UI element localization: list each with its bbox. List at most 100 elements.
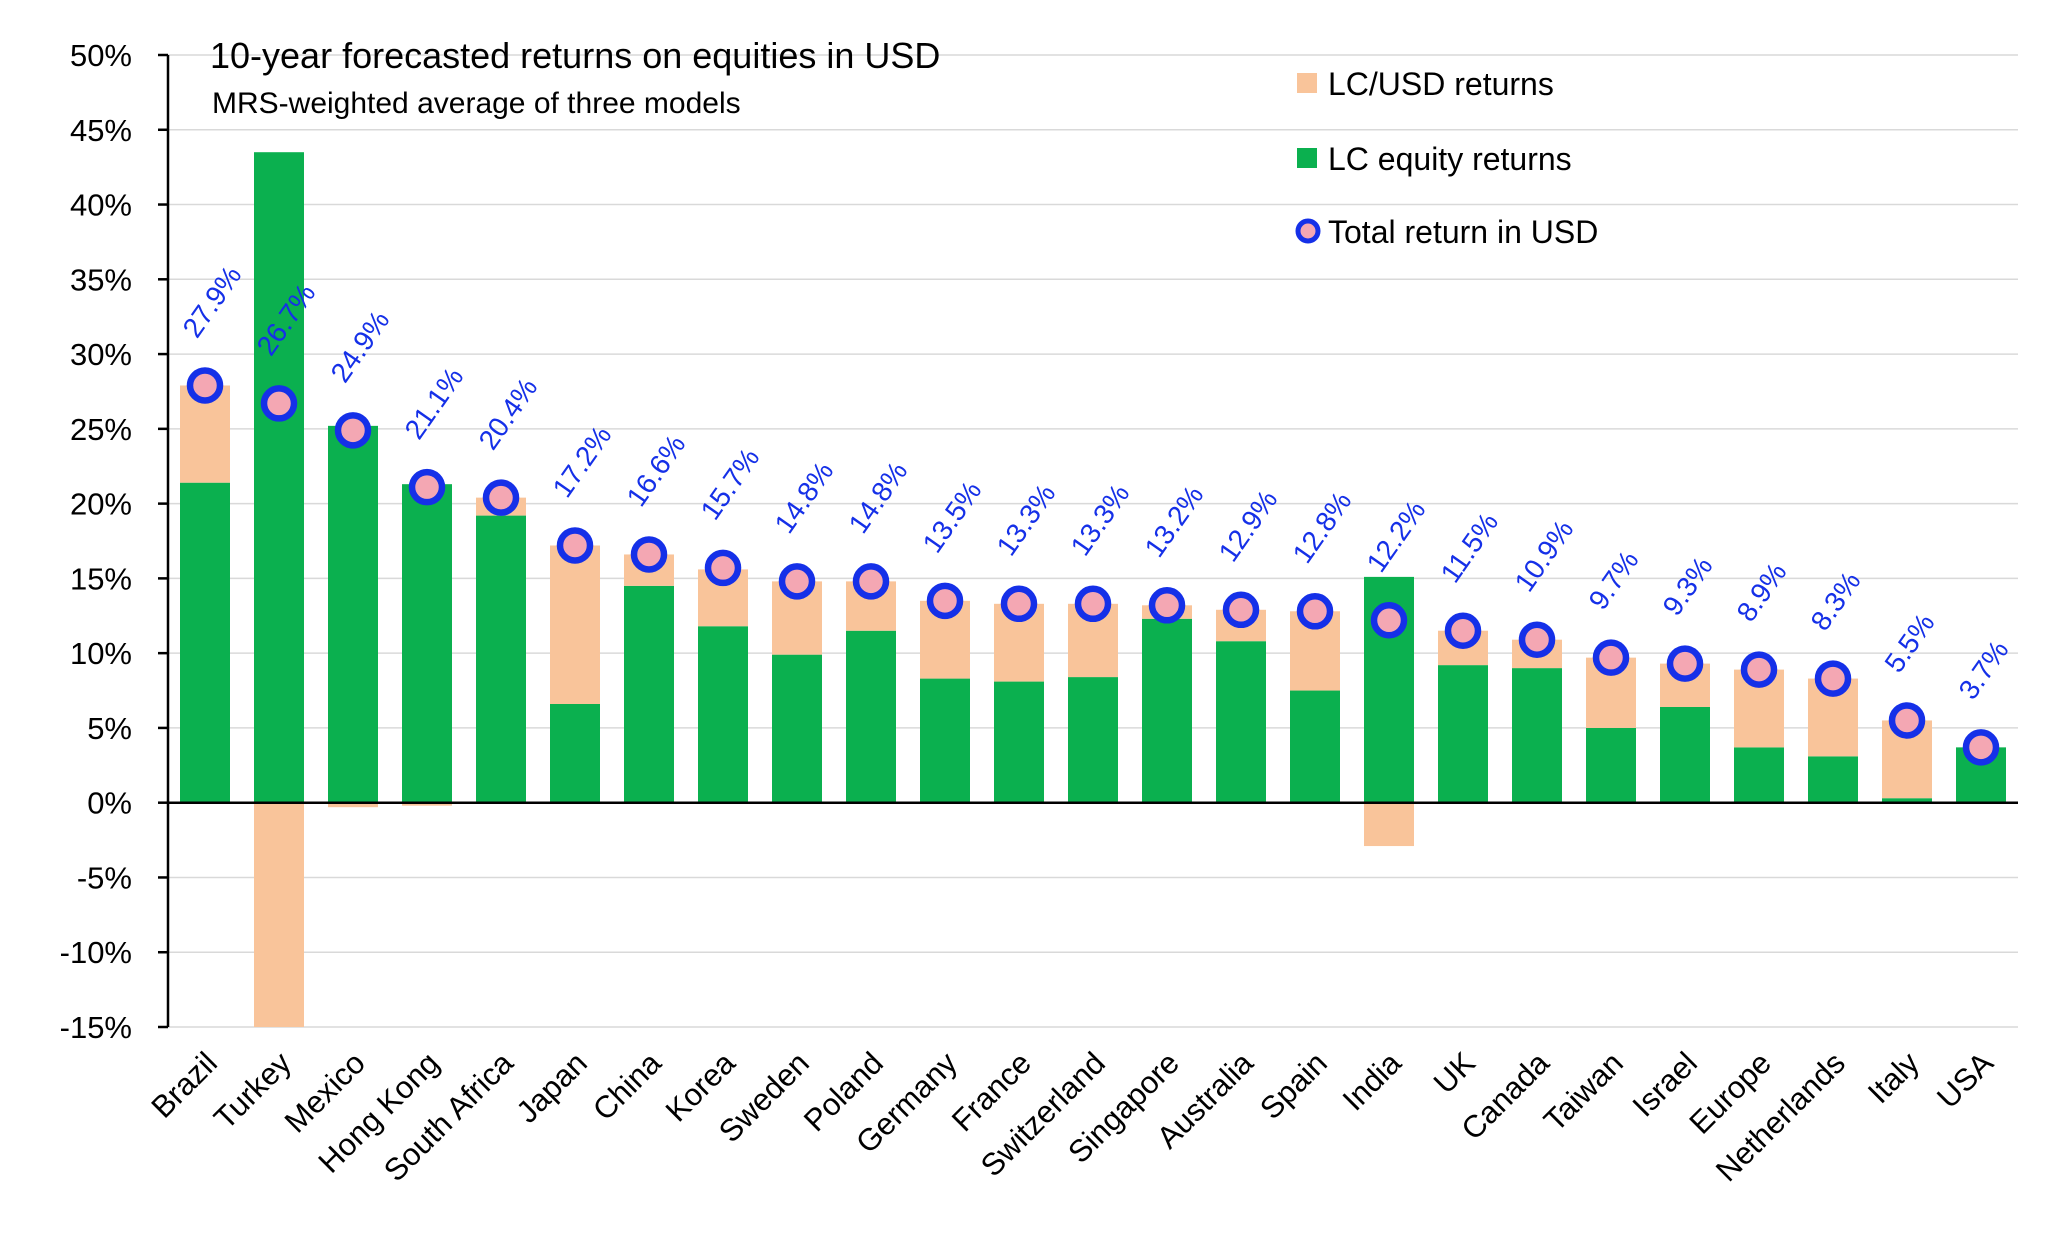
marker-total-return-hong-kong: [408, 468, 446, 506]
y-tick-label: 40%: [70, 188, 132, 223]
data-label-total-return-india: 12.2%: [1361, 495, 1432, 578]
legend-label-lc-equity: LC equity returns: [1328, 141, 1572, 177]
legend-swatch-lc-equity: [1297, 148, 1317, 168]
x-tick-label-china: China: [586, 1045, 669, 1128]
bar-lc-equity-china: [624, 585, 674, 803]
y-tick-label: 45%: [70, 113, 132, 148]
bar-lc-equity-south-africa: [476, 515, 526, 803]
marker-total-return-turkey: [260, 385, 298, 422]
bar-lc-equity-hong-kong: [402, 484, 452, 803]
x-tick-label-uk: UK: [1427, 1045, 1482, 1100]
data-label-total-return-canada: 10.9%: [1509, 514, 1580, 597]
data-label-total-return-usa: 3.7%: [1953, 635, 2015, 705]
marker-total-return-germany: [926, 582, 964, 620]
data-label-total-return-sweden: 14.8%: [769, 456, 840, 539]
marker-total-return-europe: [1740, 651, 1778, 688]
x-tick-label-taiwan: Taiwan: [1537, 1045, 1630, 1138]
data-label-total-return-germany: 13.5%: [917, 475, 988, 558]
marker-total-return-italy: [1888, 702, 1926, 739]
y-tick-label: 10%: [70, 636, 132, 671]
data-label-total-return-hong-kong: 21.1%: [399, 362, 470, 445]
bar-lc-equity-spain: [1290, 690, 1340, 803]
y-tick-label: 30%: [70, 337, 132, 372]
data-label-total-return-netherlands: 8.3%: [1805, 566, 1867, 636]
y-tick-label: -10%: [60, 935, 132, 970]
legend-label-total-return: Total return in USD: [1328, 214, 1598, 250]
marker-total-return-netherlands: [1814, 660, 1852, 697]
data-label-total-return-taiwan: 9.7%: [1583, 545, 1645, 615]
bar-lc-usd-japan: [550, 545, 600, 704]
bar-lc-equity-switzerland: [1068, 677, 1118, 803]
y-tick-label: 5%: [87, 711, 132, 746]
legend-label-lc-usd: LC/USD returns: [1328, 66, 1554, 102]
bar-lc-equity-korea: [698, 626, 748, 803]
y-tick-label: 15%: [70, 561, 132, 596]
x-tick-label-italy: Italy: [1861, 1045, 1926, 1110]
x-tick-label-spain: Spain: [1253, 1045, 1334, 1126]
data-label-total-return-israel: 9.3%: [1657, 551, 1719, 621]
bar-lc-equity-taiwan: [1586, 727, 1636, 803]
marker-total-return-canada: [1518, 621, 1556, 658]
marker-total-return-south-africa: [482, 479, 520, 516]
chart-title: 10-year forecasted returns on equities i…: [210, 35, 940, 76]
bar-lc-equity-mexico: [328, 425, 378, 803]
marker-total-return-uk: [1444, 612, 1482, 649]
marker-total-return-india: [1370, 602, 1408, 639]
data-label-total-return-europe: 8.9%: [1731, 557, 1793, 627]
bar-lc-equity-europe: [1734, 747, 1784, 803]
legend-swatch-lc-usd: [1297, 73, 1317, 93]
bar-lc-equity-poland: [846, 630, 896, 803]
data-label-total-return-korea: 15.7%: [695, 443, 766, 526]
x-tick-label-japan: Japan: [509, 1045, 593, 1129]
legend-marker-total-return: [1295, 218, 1321, 244]
data-label-total-return-south-africa: 20.4%: [473, 372, 544, 455]
bar-lc-usd-india: [1364, 802, 1414, 847]
data-label-total-return-china: 16.6%: [621, 429, 692, 512]
bar-lc-equity-uk: [1438, 665, 1488, 803]
marker-total-return-switzerland: [1074, 585, 1112, 623]
negative-bars: [254, 802, 1414, 1027]
marker-total-return-singapore: [1148, 587, 1186, 624]
bar-lc-equity-australia: [1216, 641, 1266, 803]
bar-lc-equity-netherlands: [1808, 756, 1858, 803]
data-label-total-return-switzerland: 13.3%: [1065, 478, 1136, 561]
data-label-total-return-brazil: 27.9%: [177, 260, 248, 343]
data-label-total-return-france: 13.3%: [991, 478, 1062, 561]
bar-lc-equity-japan: [550, 703, 600, 803]
marker-total-return-usa: [1962, 729, 2000, 766]
marker-total-return-korea: [704, 549, 742, 587]
marker-total-return-france: [1000, 585, 1038, 623]
marker-total-return-sweden: [778, 563, 816, 600]
y-tick-label: 35%: [70, 262, 132, 297]
positive-bars: [180, 152, 2006, 803]
marker-total-return-mexico: [334, 412, 372, 449]
bar-lc-usd-hong-kong: [402, 802, 452, 806]
bar-lc-equity-italy: [1882, 798, 1932, 803]
marker-total-return-taiwan: [1592, 639, 1630, 676]
data-label-total-return-mexico: 24.9%: [325, 305, 396, 388]
chart-subtitle: MRS-weighted average of three models: [212, 87, 741, 120]
axes: [166, 55, 2018, 1027]
data-label-total-return-australia: 12.9%: [1213, 484, 1284, 567]
marker-total-return-japan: [556, 527, 594, 564]
y-axis-ticks: 50% 45% 40% 35% 30% 25% 20% 15% 10% 5% 0% -5% -10% -1…: [60, 38, 168, 1045]
marker-total-return-spain: [1296, 593, 1334, 630]
y-tick-label: -5%: [77, 860, 132, 895]
marker-total-return-australia: [1222, 591, 1260, 629]
bar-lc-equity-canada: [1512, 668, 1562, 803]
x-tick-label-usa: USA: [1930, 1045, 2000, 1115]
marker-total-return-poland: [852, 563, 890, 600]
bar-lc-equity-france: [994, 681, 1044, 803]
data-label-total-return-italy: 5.5%: [1879, 608, 1941, 678]
y-tick-label: 25%: [70, 412, 132, 447]
data-label-total-return-spain: 12.8%: [1287, 486, 1358, 569]
y-tick-label: 20%: [70, 487, 132, 522]
bar-lc-equity-israel: [1660, 706, 1710, 803]
marker-total-return-china: [630, 536, 668, 573]
marker-total-return-israel: [1666, 645, 1704, 682]
bar-lc-usd-mexico: [328, 802, 378, 808]
bar-lc-equity-singapore: [1142, 618, 1192, 803]
data-label-total-return-singapore: 13.2%: [1139, 480, 1210, 563]
